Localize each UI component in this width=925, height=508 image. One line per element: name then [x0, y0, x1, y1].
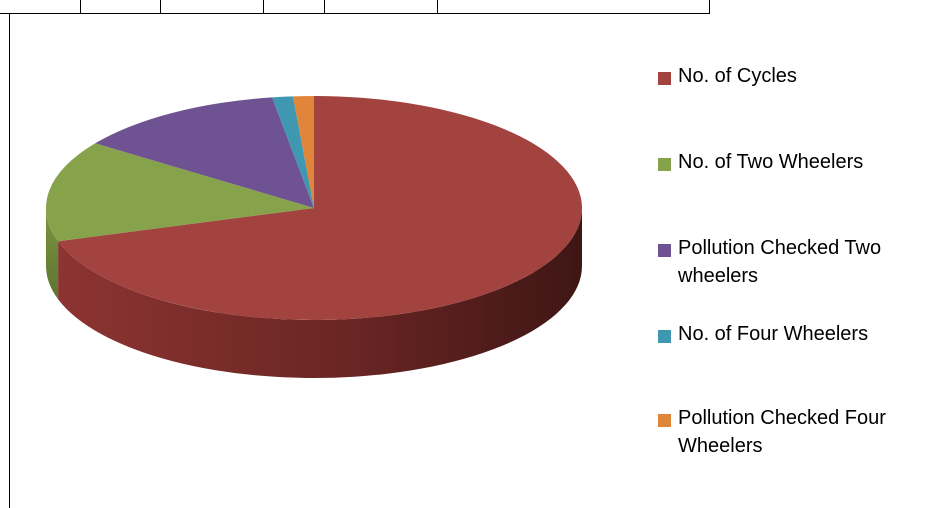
legend-label: Pollution Checked Two wheelers [678, 237, 882, 287]
legend-swatch [658, 330, 671, 343]
pie-slice-side [58, 208, 582, 379]
pie-sides [46, 208, 582, 379]
pie-slice-side [46, 208, 59, 300]
legend-label: Pollution Checked Four Wheelers [678, 407, 886, 457]
legend-swatch [658, 244, 671, 257]
legend-label: No. of Four Wheelers [678, 323, 869, 345]
pie-tops [46, 96, 582, 320]
legend-label: No. of Two Wheelers [678, 151, 864, 173]
table-cell-divider [437, 0, 438, 14]
legend: No. of Cycles No. of Two Wheelers Pollut… [658, 0, 925, 508]
legend-label: No. of Cycles [678, 65, 797, 87]
table-row-partial [0, 0, 710, 14]
table-cell-divider [160, 0, 161, 14]
table-cell-divider [324, 0, 325, 14]
table-left-border [9, 14, 10, 508]
pie-slice [58, 96, 582, 320]
pie-slice [95, 97, 314, 208]
legend-swatch [658, 414, 671, 427]
pie-slice [272, 96, 314, 208]
legend-swatch [658, 72, 671, 85]
legend-swatch [658, 158, 671, 171]
pie-slice [46, 143, 315, 242]
table-cell-divider [80, 0, 81, 14]
pie-slice [292, 96, 314, 208]
table-cell-divider [263, 0, 264, 14]
